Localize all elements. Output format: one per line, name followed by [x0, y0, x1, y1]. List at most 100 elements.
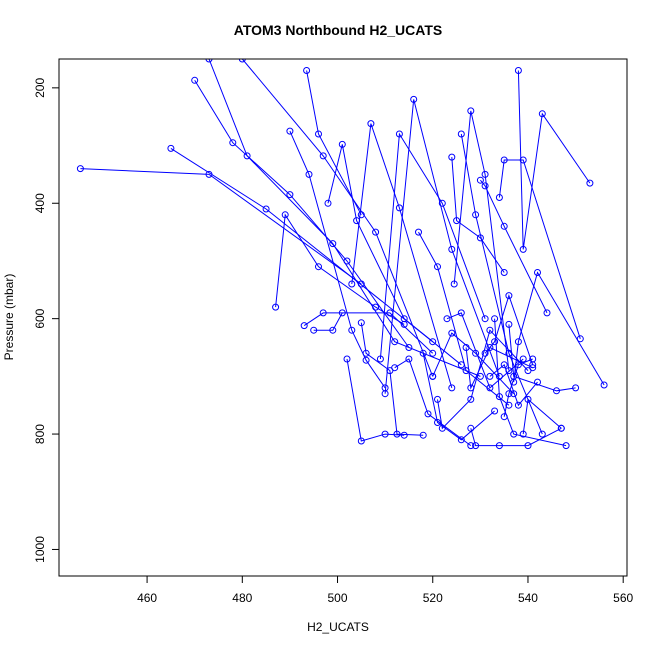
data-point [586, 179, 594, 187]
data-series [376, 130, 489, 363]
data-point [538, 110, 546, 118]
data-point [467, 424, 475, 432]
data-point [357, 319, 365, 327]
data-point [286, 127, 294, 135]
data-point [519, 245, 527, 253]
data-point [514, 401, 522, 409]
data-point [500, 222, 508, 230]
series-line [470, 427, 562, 447]
data-series [450, 107, 513, 375]
data-point [410, 95, 418, 103]
data-point [510, 430, 518, 438]
data-point [514, 338, 522, 346]
data-point [519, 430, 527, 438]
data-point [315, 130, 322, 138]
data-point [600, 381, 608, 389]
data-point [191, 76, 199, 84]
data-point [400, 315, 408, 323]
data-series [205, 59, 484, 380]
data-point [310, 326, 318, 334]
data-point [415, 228, 422, 236]
series-line [437, 329, 529, 430]
data-point [319, 152, 327, 160]
data-point [167, 144, 175, 152]
data-series [476, 176, 551, 317]
data-point [553, 387, 560, 395]
x-tick-label: 500 [328, 591, 348, 605]
data-point [438, 199, 446, 207]
data-point [362, 349, 370, 357]
data-series [343, 355, 408, 445]
data-series [495, 156, 584, 343]
series-line [194, 80, 410, 348]
data-point [376, 355, 384, 363]
x-axis-title: H2_UCATS [307, 620, 369, 634]
series-line [346, 358, 405, 442]
data-series [434, 326, 532, 432]
data-point [486, 344, 494, 351]
series-line [508, 324, 576, 392]
data-series [462, 344, 537, 392]
data-point [303, 67, 311, 74]
data-point [343, 355, 351, 363]
series-line [289, 130, 386, 389]
series-line [303, 312, 434, 354]
data-point [534, 378, 541, 386]
data-point [524, 442, 532, 450]
data-series [519, 395, 565, 438]
series-layer [76, 59, 608, 450]
data-point [543, 309, 551, 317]
data-point [372, 228, 380, 236]
data-point [481, 170, 489, 178]
data-point [495, 393, 503, 401]
series-line [360, 322, 424, 436]
y-axis-title: Pressure (mbar) [2, 274, 16, 361]
data-point [262, 205, 270, 213]
series-line [306, 70, 362, 216]
data-point [500, 413, 508, 421]
data-point [238, 59, 246, 63]
data-point [481, 349, 489, 357]
data-point [329, 240, 337, 248]
data-point [519, 355, 527, 363]
data-point [538, 430, 546, 438]
data-point [391, 364, 399, 372]
data-point [572, 384, 580, 392]
data-point [319, 309, 327, 317]
data-series [467, 424, 565, 450]
data-point [467, 395, 475, 403]
y-tick-label: 800 [33, 424, 47, 444]
series-line [432, 332, 515, 395]
series-line [453, 110, 510, 371]
data-point [486, 384, 494, 392]
series-line [80, 168, 362, 285]
data-point [395, 204, 403, 212]
series-line [465, 346, 533, 390]
data-point [467, 107, 475, 115]
axes-layer: 460 480 500 520 540 560 200 400 600 800 1000 [33, 58, 634, 605]
data-point [448, 153, 456, 161]
data-point [381, 430, 389, 438]
data-point [514, 67, 522, 74]
data-series [448, 153, 508, 276]
series-line [379, 132, 486, 360]
data-point [450, 280, 458, 288]
data-point [205, 59, 213, 63]
data-point [434, 395, 441, 403]
data-point [467, 384, 475, 392]
data-point [348, 280, 356, 288]
data-point [476, 176, 484, 184]
data-point [524, 395, 532, 403]
data-point [229, 139, 237, 147]
data-series [415, 228, 513, 409]
data-point [505, 401, 513, 409]
data-point [391, 338, 399, 346]
data-point [272, 303, 280, 311]
data-point [500, 269, 508, 276]
series-line [517, 70, 591, 250]
data-series [310, 309, 346, 334]
series-line [513, 271, 605, 386]
x-tick-label: 520 [423, 591, 443, 605]
data-point [491, 315, 499, 323]
data-point [529, 355, 537, 363]
